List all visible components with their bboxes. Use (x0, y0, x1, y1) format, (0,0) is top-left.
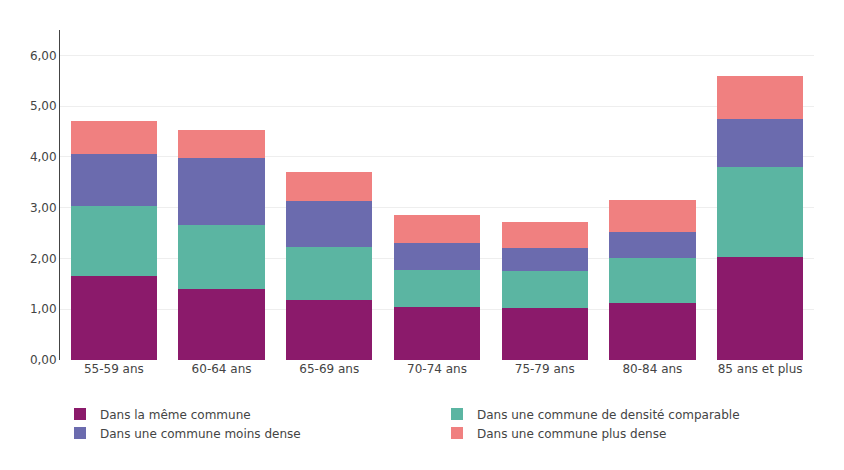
svg-text:1,00: 1,00 (30, 302, 57, 316)
svg-text:75-79 ans: 75-79 ans (515, 362, 575, 376)
svg-text:6,00: 6,00 (30, 49, 57, 63)
svg-text:0,00: 0,00 (30, 353, 57, 367)
svg-text:85 ans et plus: 85 ans et plus (718, 362, 803, 376)
svg-text:60-64 ans: 60-64 ans (192, 362, 252, 376)
svg-text:65-69 ans: 65-69 ans (299, 362, 359, 376)
svg-text:4,00: 4,00 (30, 150, 57, 164)
svg-text:Dans une commune de densité co: Dans une commune de densité comparable (477, 408, 740, 422)
svg-text:2,00: 2,00 (30, 252, 57, 266)
svg-text:70-74 ans: 70-74 ans (407, 362, 467, 376)
svg-text:Dans une commune moins dense: Dans une commune moins dense (100, 427, 301, 441)
svg-text:80-84 ans: 80-84 ans (622, 362, 682, 376)
svg-text:Dans une commune plus dense: Dans une commune plus dense (477, 427, 666, 441)
svg-text:55-59 ans: 55-59 ans (84, 362, 144, 376)
svg-text:5,00: 5,00 (30, 99, 57, 113)
svg-text:Dans la même commune: Dans la même commune (100, 408, 251, 422)
svg-text:3,00: 3,00 (30, 201, 57, 215)
